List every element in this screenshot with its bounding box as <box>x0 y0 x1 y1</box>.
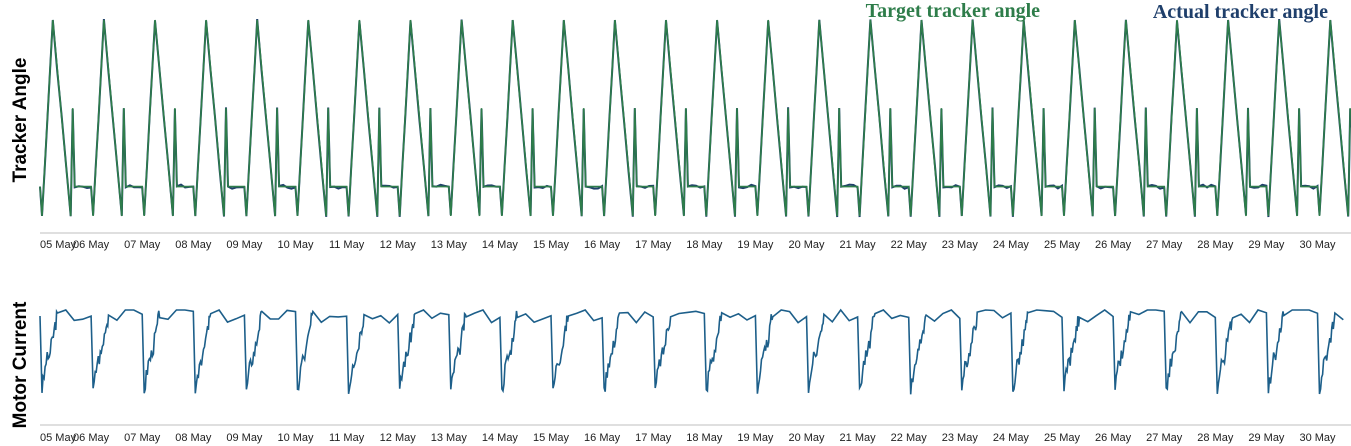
x-tick-label: 30 May <box>1299 239 1336 251</box>
x-tick-label: 26 May <box>1095 239 1132 251</box>
x-tick-label: 10 May <box>277 432 314 444</box>
x-tick-label: 26 May <box>1095 432 1132 444</box>
legend-target-tracker-angle: Target tracker angle <box>866 0 1041 22</box>
x-tick-label: 12 May <box>380 239 417 251</box>
x-tick-label: 11 May <box>329 432 365 444</box>
x-tick-label: 22 May <box>891 432 928 444</box>
x-tick-label: 24 May <box>993 239 1030 251</box>
x-tick-label: 11 May <box>329 239 365 251</box>
target-tracker-angle-line <box>39 19 1351 217</box>
x-tick-label: 06 May <box>73 432 110 444</box>
x-tick-label: 05 May <box>40 432 77 444</box>
motor-current-ylabel: Motor Current <box>10 301 31 428</box>
x-tick-label: 19 May <box>737 239 774 251</box>
x-tick-label: 20 May <box>788 432 825 444</box>
x-tick-label: 29 May <box>1248 239 1285 251</box>
x-tick-label: 29 May <box>1248 432 1285 444</box>
x-tick-label: 09 May <box>226 432 263 444</box>
x-tick-label: 13 May <box>431 239 468 251</box>
x-tick-label: 15 May <box>533 432 570 444</box>
x-tick-label: 12 May <box>380 432 417 444</box>
x-tick-label: 09 May <box>226 239 263 251</box>
x-tick-label: 08 May <box>175 432 212 444</box>
x-tick-label: 05 May <box>40 239 77 251</box>
x-tick-label: 19 May <box>737 432 774 444</box>
x-tick-label: 07 May <box>124 432 161 444</box>
x-tick-label: 21 May <box>840 239 877 251</box>
x-tick-label: 27 May <box>1146 239 1183 251</box>
x-tick-label: 17 May <box>635 432 672 444</box>
x-tick-label: 28 May <box>1197 239 1234 251</box>
x-tick-label: 16 May <box>584 432 621 444</box>
x-tick-label: 18 May <box>686 432 723 444</box>
x-tick-label: 18 May <box>686 239 723 251</box>
x-tick-label: 07 May <box>124 239 161 251</box>
x-tick-label: 23 May <box>942 432 979 444</box>
x-tick-label: 21 May <box>840 432 877 444</box>
tracker-angle-ylabel: Tracker Angle <box>10 58 31 183</box>
x-tick-label: 06 May <box>73 239 110 251</box>
x-tick-label: 10 May <box>277 239 314 251</box>
x-tick-label: 30 May <box>1299 432 1336 444</box>
x-tick-label: 27 May <box>1146 432 1183 444</box>
x-tick-label: 24 May <box>993 432 1030 444</box>
x-tick-label: 14 May <box>482 239 519 251</box>
x-tick-label: 22 May <box>891 239 928 251</box>
x-tick-label: 17 May <box>635 239 672 251</box>
x-tick-label: 25 May <box>1044 432 1081 444</box>
legend-actual-tracker-angle: Actual tracker angle <box>1153 1 1328 23</box>
x-tick-label: 23 May <box>942 239 979 251</box>
x-tick-label: 15 May <box>533 239 570 251</box>
x-tick-label: 13 May <box>431 432 468 444</box>
x-tick-label: 28 May <box>1197 432 1234 444</box>
x-tick-label: 25 May <box>1044 239 1081 251</box>
x-tick-label: 14 May <box>482 432 519 444</box>
x-tick-label: 16 May <box>584 239 621 251</box>
x-tick-label: 08 May <box>175 239 212 251</box>
x-tick-label: 20 May <box>788 239 825 251</box>
motor-current-line <box>39 308 1344 395</box>
